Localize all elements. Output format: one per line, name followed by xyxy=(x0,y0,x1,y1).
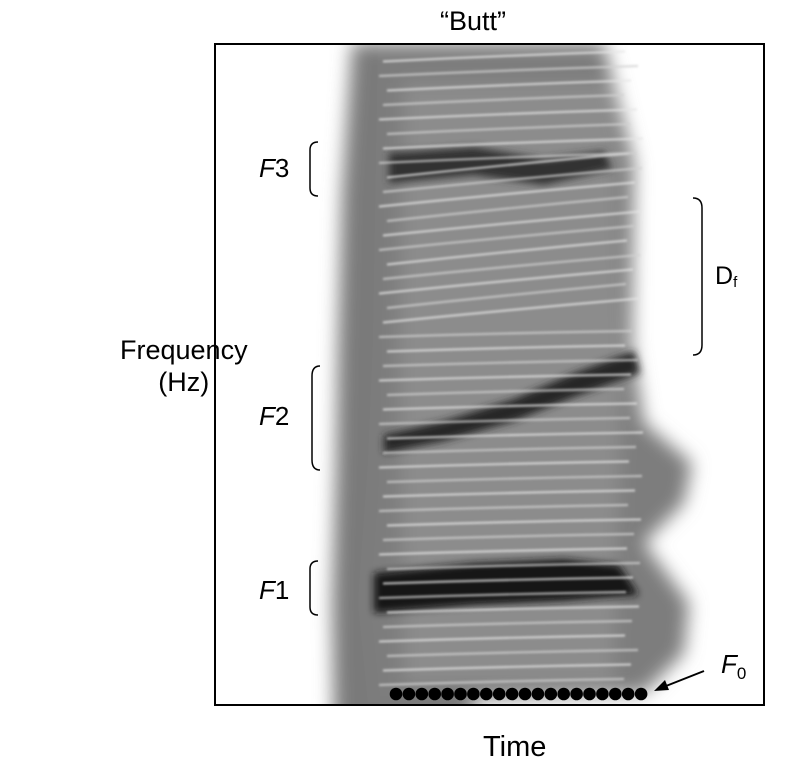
df-label: Df xyxy=(715,262,738,291)
harmonic-line xyxy=(378,547,628,556)
harmonic-line xyxy=(382,93,625,107)
harmonic-line xyxy=(378,373,632,382)
harmonic-line xyxy=(378,108,638,121)
f0-dot xyxy=(531,687,545,701)
harmonic-line xyxy=(386,561,641,571)
plot-frame xyxy=(214,43,765,706)
f0-dot xyxy=(454,687,467,701)
f0-dot xyxy=(480,687,493,701)
harmonic-line xyxy=(378,224,635,252)
harmonic-line xyxy=(386,518,642,527)
f0-dot xyxy=(557,687,570,701)
f0-dot xyxy=(428,687,441,701)
harmonic-line xyxy=(382,50,626,63)
harmonic-line xyxy=(378,590,627,600)
f0-dot xyxy=(402,687,416,701)
df-bracket xyxy=(692,197,703,356)
x-axis-label: Time xyxy=(483,731,547,763)
harmonic-line xyxy=(386,79,632,92)
figure-title: “Butt” xyxy=(440,6,507,36)
harmonic-line xyxy=(378,181,636,208)
bracket-f1 xyxy=(309,560,319,616)
formant-brackets xyxy=(309,141,321,616)
y-axis-label: Frequency (Hz) xyxy=(120,334,248,398)
formant-label-f3: F3 xyxy=(259,153,290,183)
f0-dot xyxy=(518,687,532,701)
bracket-f2 xyxy=(311,365,321,471)
harmonic-line xyxy=(378,329,633,339)
harmonic-line xyxy=(382,210,642,237)
harmonic-line xyxy=(382,576,634,585)
harmonic-line xyxy=(386,474,643,484)
spectrogram-plot xyxy=(214,43,765,706)
harmonic-line xyxy=(386,239,628,266)
harmonic-line xyxy=(382,137,644,150)
formant-label-f2: F2 xyxy=(259,401,290,431)
harmonic-line xyxy=(382,489,636,498)
formant-label-f1: F1 xyxy=(259,575,290,605)
harmonic-line xyxy=(378,503,629,513)
f0-dot xyxy=(389,687,403,701)
harmonic-line xyxy=(386,282,627,310)
harmonic-line xyxy=(382,402,638,411)
f0-dot xyxy=(492,687,506,701)
harmonic-line xyxy=(386,605,640,614)
harmonic-line xyxy=(382,663,632,672)
f0-dot xyxy=(583,687,596,701)
f0-dot xyxy=(570,687,583,701)
harmonic-line xyxy=(378,268,634,295)
harmonic-line xyxy=(378,460,630,469)
harmonic-line xyxy=(378,151,637,165)
harmonic-line xyxy=(386,195,629,223)
harmonic-line xyxy=(378,634,626,643)
f0-label: F0 xyxy=(721,649,747,683)
harmonic-line xyxy=(386,431,644,440)
harmonic-line xyxy=(378,416,631,426)
harmonic-lines xyxy=(378,50,644,687)
harmonic-line xyxy=(382,166,643,194)
y-axis-label-line1: Frequency xyxy=(120,335,248,365)
f0-dot xyxy=(441,687,454,701)
f0-dot xyxy=(634,687,648,701)
harmonic-line xyxy=(382,358,639,368)
harmonic-line xyxy=(382,532,635,542)
harmonic-line xyxy=(378,64,639,78)
bracket-f3 xyxy=(309,141,319,197)
f0-dot xyxy=(467,687,480,701)
harmonic-line xyxy=(378,677,625,687)
harmonic-line xyxy=(382,253,641,281)
f0-dot xyxy=(505,687,519,701)
f0-dot-track xyxy=(389,687,648,701)
f0-dot xyxy=(415,687,429,701)
harmonic-line xyxy=(386,344,626,353)
f0-arrow xyxy=(654,670,705,691)
harmonic-line xyxy=(386,122,631,136)
harmonic-line xyxy=(382,445,637,455)
harmonic-line xyxy=(386,387,625,397)
formant-band-f1 xyxy=(374,559,639,613)
f0-dot xyxy=(596,687,609,701)
y-axis-label-line2: (Hz) xyxy=(158,367,210,397)
harmonic-line xyxy=(386,152,630,179)
f0-dot xyxy=(544,687,558,701)
f0-dot xyxy=(609,687,622,701)
harmonic-line xyxy=(382,297,640,324)
harmonic-line xyxy=(386,648,639,658)
harmonic-line xyxy=(382,619,633,629)
f0-dot xyxy=(621,687,635,701)
